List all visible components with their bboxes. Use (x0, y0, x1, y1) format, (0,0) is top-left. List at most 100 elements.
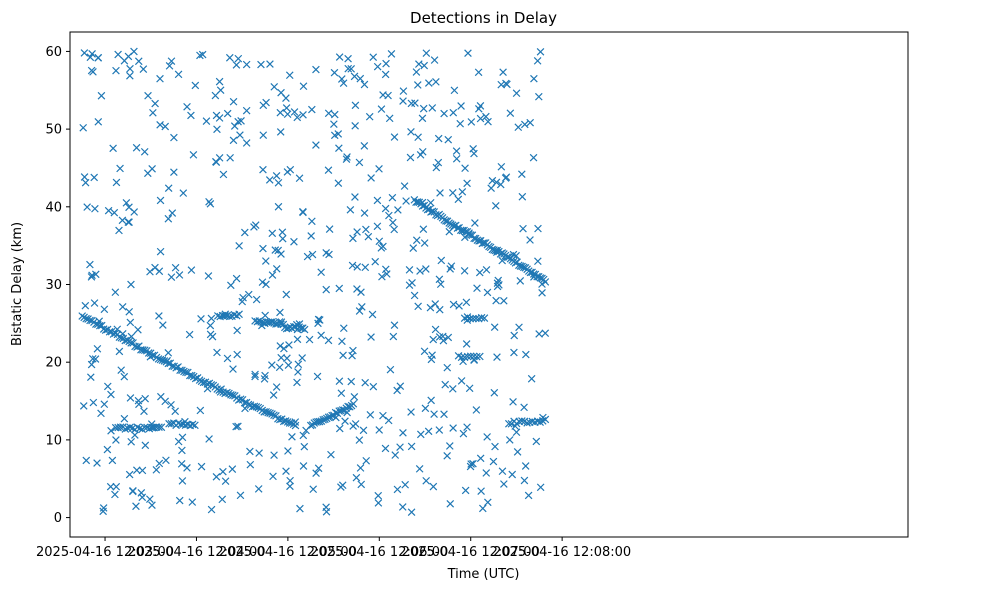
detection-point (296, 504, 304, 513)
detection-point (457, 377, 466, 385)
detection-point (518, 192, 527, 201)
detection-point (155, 312, 163, 320)
detection-point (456, 226, 465, 235)
detection-point (221, 310, 230, 319)
detection-point (139, 65, 148, 73)
detection-point (134, 325, 142, 334)
detection-point (518, 417, 526, 425)
detection-point (317, 331, 325, 340)
detection-point (299, 431, 308, 440)
detection-point (108, 456, 117, 465)
detection-point (407, 442, 416, 451)
detection-point (466, 462, 475, 471)
x-tick-label: 2025-04-16 12:04:00 (127, 545, 265, 560)
detection-point (206, 321, 215, 330)
detection-point (408, 279, 416, 287)
detection-point (120, 414, 129, 423)
detection-point (384, 91, 392, 100)
detection-point (384, 416, 393, 425)
detection-point (492, 296, 500, 305)
detection-point (276, 342, 285, 350)
detection-point (223, 109, 232, 118)
detection-point (334, 130, 343, 138)
detection-point (164, 348, 173, 357)
detection-point (241, 404, 249, 413)
detection-point (482, 266, 491, 274)
detection-point (462, 298, 471, 307)
detection-point (511, 422, 520, 430)
detection-point (258, 278, 267, 286)
detection-point (235, 310, 243, 319)
detection-point (294, 368, 302, 376)
detection-point (177, 460, 186, 468)
detection-point (232, 61, 241, 69)
detection-point (161, 122, 170, 131)
detection-point (282, 467, 290, 476)
detection-point (250, 223, 258, 231)
detection-point (428, 104, 437, 112)
detection-point (476, 454, 485, 463)
detection-point (396, 382, 405, 391)
detection-point (159, 321, 167, 329)
detection-point (344, 54, 352, 63)
detection-point (124, 52, 133, 61)
detection-point (106, 482, 115, 491)
detection-point (321, 415, 329, 424)
detection-point (90, 299, 99, 307)
detection-point (83, 203, 91, 211)
detection-point (79, 123, 88, 132)
detection-point (360, 209, 369, 217)
detection-point (367, 174, 375, 182)
detection-point (462, 340, 471, 348)
detection-point (167, 419, 176, 428)
detection-point (402, 197, 410, 205)
detection-point (538, 280, 546, 288)
detection-point (223, 354, 232, 363)
detection-point (275, 363, 284, 372)
detection-point (330, 68, 339, 77)
detection-point (434, 134, 443, 143)
detection-point (146, 267, 154, 276)
detection-point (337, 75, 346, 83)
detection-point (299, 462, 308, 470)
detection-point (534, 257, 542, 266)
detection-point (295, 320, 304, 328)
detection-point (407, 128, 415, 136)
detection-point (526, 118, 535, 127)
detection-point (530, 74, 538, 83)
detection-point (432, 163, 441, 172)
detection-point (324, 109, 333, 118)
detection-point (112, 436, 120, 444)
detection-point (409, 244, 418, 252)
detection-point (455, 302, 463, 310)
detection-point (97, 91, 106, 100)
detection-point (437, 256, 446, 265)
detection-point (493, 353, 501, 361)
detection-point (427, 355, 436, 364)
detection-point (541, 278, 550, 286)
detection-point (285, 341, 293, 349)
detection-point (215, 77, 224, 86)
detection-point (254, 485, 263, 493)
detection-point (350, 72, 359, 81)
detection-point (128, 487, 137, 496)
detection-point (469, 314, 477, 323)
detection-point (262, 98, 270, 107)
detection-point (512, 428, 521, 437)
detection-point (292, 320, 301, 329)
detection-point (232, 422, 240, 431)
detection-point (112, 482, 121, 491)
detection-point (504, 419, 513, 428)
detection-point (133, 423, 142, 432)
chart-title: Detections in Delay (410, 9, 557, 27)
detection-point (325, 225, 334, 233)
detection-point (534, 224, 542, 233)
detection-point (456, 119, 465, 128)
detection-point (446, 265, 455, 273)
detection-point (269, 391, 278, 399)
detection-point (272, 383, 281, 391)
x-axis-label: Time (UTC) (447, 567, 520, 582)
detection-point (234, 117, 242, 126)
detection-point (236, 131, 244, 139)
detection-point (126, 423, 134, 432)
